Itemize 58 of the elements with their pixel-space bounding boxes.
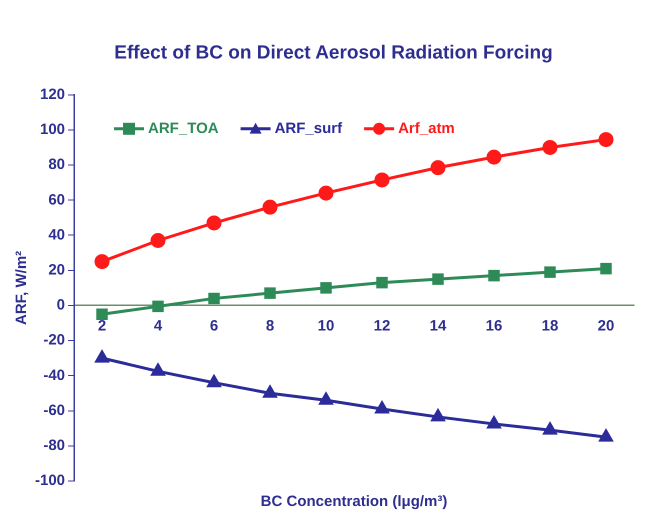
point bbox=[263, 386, 277, 398]
point bbox=[375, 402, 389, 414]
point bbox=[430, 160, 446, 176]
x-tick-label: 18 bbox=[542, 318, 558, 335]
point bbox=[152, 300, 164, 312]
y-tick-label: -100 bbox=[34, 472, 66, 490]
point bbox=[599, 430, 613, 442]
point bbox=[319, 392, 333, 405]
point bbox=[431, 409, 445, 422]
x-tick-label: 4 bbox=[154, 318, 163, 335]
point bbox=[376, 276, 388, 288]
legend-label: Arf_atm bbox=[398, 120, 455, 137]
x-tick-label: 8 bbox=[266, 318, 274, 335]
chart-title: Effect of BC on Direct Aerosol Radiation Forcing bbox=[114, 42, 553, 64]
point bbox=[150, 233, 166, 248]
point bbox=[600, 262, 612, 274]
x-tick-label: 10 bbox=[318, 318, 334, 335]
point bbox=[544, 266, 556, 278]
legend-label: ARF_surf bbox=[274, 120, 344, 137]
y-axis-title: ARF, W/m² bbox=[13, 250, 30, 325]
y-tick-label: 40 bbox=[48, 226, 66, 244]
point bbox=[320, 282, 332, 294]
point bbox=[95, 350, 109, 363]
y-tick-label: -20 bbox=[43, 332, 66, 349]
legend-label: ARF_TOA bbox=[148, 120, 219, 137]
point bbox=[374, 172, 390, 188]
x-tick-label: 20 bbox=[598, 318, 614, 335]
x-tick-label: 12 bbox=[374, 318, 390, 335]
point bbox=[543, 422, 557, 435]
point bbox=[487, 416, 501, 428]
y-tick-label: -60 bbox=[43, 402, 66, 419]
point bbox=[598, 132, 614, 148]
point bbox=[206, 215, 222, 230]
x-tick-label: 14 bbox=[430, 318, 448, 335]
point bbox=[432, 273, 444, 285]
y-tick-label: 100 bbox=[40, 121, 66, 138]
y-tick-label: -40 bbox=[43, 366, 66, 384]
point bbox=[94, 254, 110, 270]
x-tick-label: 16 bbox=[486, 318, 502, 335]
point bbox=[151, 364, 165, 376]
y-tick-label: 60 bbox=[48, 191, 66, 208]
x-tick-label: 6 bbox=[210, 318, 218, 335]
point bbox=[264, 287, 276, 299]
point bbox=[488, 270, 500, 282]
y-tick-label: 0 bbox=[56, 296, 66, 314]
x-tick-label: 2 bbox=[98, 318, 106, 335]
point bbox=[208, 292, 220, 304]
x-axis-title: BC Concentration (lμg/m³) bbox=[260, 493, 448, 510]
point bbox=[542, 140, 558, 155]
y-tick-label: 120 bbox=[40, 86, 66, 103]
point bbox=[486, 150, 502, 165]
y-tick-label: 80 bbox=[48, 156, 66, 174]
point bbox=[207, 375, 221, 388]
point bbox=[96, 308, 108, 320]
y-tick-label: -80 bbox=[43, 437, 66, 454]
point bbox=[262, 200, 278, 215]
y-tick-label: 20 bbox=[48, 261, 66, 278]
point bbox=[318, 186, 334, 201]
